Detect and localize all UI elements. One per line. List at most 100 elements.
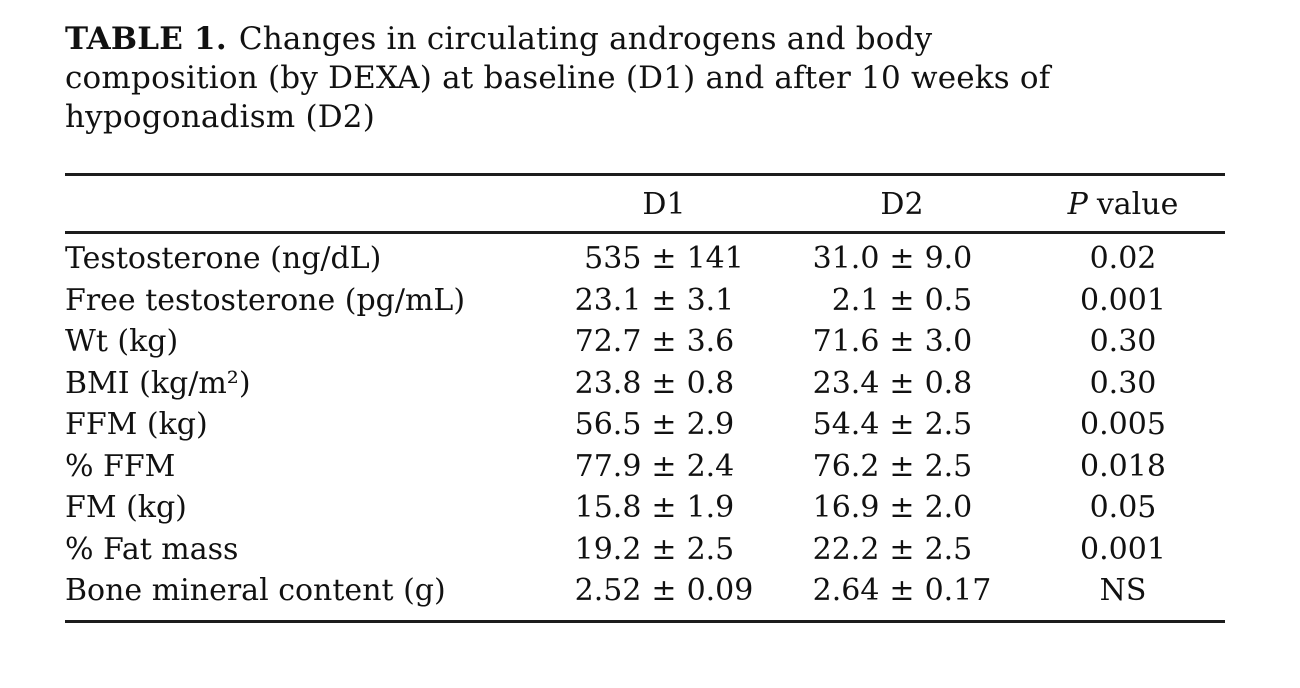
sd-value: 2.5 xyxy=(924,448,973,484)
mean-value: 22.2 xyxy=(812,531,880,567)
plus-minus-sign: ± xyxy=(889,324,915,360)
mean-value: 76.2 xyxy=(812,448,880,484)
caption-line-3: hypogonadism (D2) xyxy=(65,99,376,135)
mean-value: 2.52 xyxy=(574,573,642,609)
mean-value: 2.1 xyxy=(831,282,880,318)
mean-value: 23.1 xyxy=(574,282,642,318)
table-row: % FFM 77.9 ±2.4 76.2 ±2.5 0.018 xyxy=(65,446,1225,488)
row-label: Testosterone (ng/dL) xyxy=(65,241,382,277)
row-label: % FFM xyxy=(65,448,176,484)
table-caption: TABLE 1. Changes in circulating androgens… xyxy=(65,20,1230,137)
sd-value: 0.8 xyxy=(924,365,973,401)
sd-value: 3.0 xyxy=(924,324,973,360)
row-label: Bone mineral content (g) xyxy=(65,573,446,609)
sd-value: 2.5 xyxy=(686,531,735,567)
value-cell-d1: 23.1 ±3.1 xyxy=(545,283,783,318)
mean-value: 77.9 xyxy=(574,448,642,484)
value-cell-d2: 76.2 ±2.5 xyxy=(783,449,1021,484)
mean-value: 2.64 xyxy=(812,573,880,609)
p-value-cell: 0.001 xyxy=(1080,531,1166,567)
row-label: Wt (kg) xyxy=(65,324,179,360)
value-cell-d1: 2.52 ±0.09 xyxy=(545,573,783,608)
table-row: Testosterone (ng/dL) 535 ±141 31.0 ±9.0 0.02 xyxy=(65,238,1225,280)
plus-minus-sign: ± xyxy=(651,573,677,609)
plus-minus-sign: ± xyxy=(651,490,677,526)
table-number-label: TABLE 1. xyxy=(65,21,227,57)
table-row: BMI (kg/m²) 23.8 ±0.8 23.4 ±0.8 0.30 xyxy=(65,363,1225,405)
p-value-cell: 0.30 xyxy=(1089,324,1157,360)
plus-minus-sign: ± xyxy=(651,531,677,567)
value-cell-d2: 16.9 ±2.0 xyxy=(783,490,1021,525)
plus-minus-sign: ± xyxy=(889,448,915,484)
mean-value: 72.7 xyxy=(574,324,642,360)
mean-value: 31.0 xyxy=(812,241,880,277)
sd-value: 2.9 xyxy=(686,407,735,443)
sd-value: 0.8 xyxy=(686,365,735,401)
value-cell-d1: 23.8 ±0.8 xyxy=(545,366,783,401)
value-cell-d2: 2.64 ±0.17 xyxy=(783,573,1021,608)
table-row: % Fat mass 19.2 ±2.5 22.2 ±2.5 0.001 xyxy=(65,529,1225,571)
table-row: Free testosterone (pg/mL) 23.1 ±3.1 2.1 ±0.5… xyxy=(65,280,1225,322)
value-cell-d1: 19.2 ±2.5 xyxy=(545,532,783,567)
table-row: FM (kg) 15.8 ±1.9 16.9 ±2.0 0.05 xyxy=(65,487,1225,529)
p-value-cell: 0.018 xyxy=(1080,448,1166,484)
plus-minus-sign: ± xyxy=(651,365,677,401)
plus-minus-sign: ± xyxy=(889,365,915,401)
sd-value: 2.0 xyxy=(924,490,973,526)
value-cell-d2: 71.6 ±3.0 xyxy=(783,324,1021,359)
row-label: Free testosterone (pg/mL) xyxy=(65,282,466,318)
table-top-rule xyxy=(65,173,1225,176)
sd-value: 2.4 xyxy=(686,448,735,484)
p-value-cell: 0.30 xyxy=(1089,365,1157,401)
value-cell-d1: 535 ±141 xyxy=(545,241,783,276)
mean-value: 54.4 xyxy=(812,407,880,443)
mean-value: 23.8 xyxy=(574,365,642,401)
table-row: FFM (kg) 56.5 ±2.9 54.4 ±2.5 0.005 xyxy=(65,404,1225,446)
row-label: BMI (kg/m²) xyxy=(65,365,251,401)
sd-value: 141 xyxy=(686,241,744,277)
plus-minus-sign: ± xyxy=(651,407,677,443)
value-cell-d2: 2.1 ±0.5 xyxy=(783,283,1021,318)
p-value-cell: 0.02 xyxy=(1089,241,1157,277)
p-value-cell: 0.05 xyxy=(1089,490,1157,526)
plus-minus-sign: ± xyxy=(651,282,677,318)
value-cell-d2: 23.4 ±0.8 xyxy=(783,366,1021,401)
value-cell-d2: 54.4 ±2.5 xyxy=(783,407,1021,442)
table-row: Wt (kg) 72.7 ±3.6 71.6 ±3.0 0.30 xyxy=(65,321,1225,363)
value-cell-d1: 56.5 ±2.9 xyxy=(545,407,783,442)
sd-value: 3.1 xyxy=(686,282,735,318)
p-value-word: value xyxy=(1096,187,1179,222)
sd-value: 2.5 xyxy=(924,407,973,443)
plus-minus-sign: ± xyxy=(889,573,915,609)
plus-minus-sign: ± xyxy=(651,324,677,360)
plus-minus-sign: ± xyxy=(651,241,677,277)
sd-value: 0.17 xyxy=(924,573,992,609)
value-cell-d1: 77.9 ±2.4 xyxy=(545,449,783,484)
p-value-cell: NS xyxy=(1099,573,1147,609)
mean-value: 71.6 xyxy=(812,324,880,360)
row-label: % Fat mass xyxy=(65,531,239,567)
sd-value: 9.0 xyxy=(924,241,973,277)
table-body: Testosterone (ng/dL) 535 ±141 31.0 ±9.0 0.02 F… xyxy=(65,234,1225,620)
plus-minus-sign: ± xyxy=(889,241,915,277)
mean-value: 15.8 xyxy=(574,490,642,526)
value-cell-d1: 15.8 ±1.9 xyxy=(545,490,783,525)
value-cell-d1: 72.7 ±3.6 xyxy=(545,324,783,359)
mean-value: 23.4 xyxy=(812,365,880,401)
table-header-rule xyxy=(65,231,1225,234)
column-header-d2: D2 xyxy=(880,187,924,222)
mean-value: 19.2 xyxy=(574,531,642,567)
plus-minus-sign: ± xyxy=(889,531,915,567)
plus-minus-sign: ± xyxy=(651,448,677,484)
sd-value: 0.5 xyxy=(924,282,973,318)
p-value-cell: 0.005 xyxy=(1080,407,1166,443)
p-symbol: P xyxy=(1067,187,1088,222)
mean-value: 56.5 xyxy=(574,407,642,443)
caption-line-2: composition (by DEXA) at baseline (D1) a… xyxy=(65,60,1051,96)
sd-value: 2.5 xyxy=(924,531,973,567)
table-row: Bone mineral content (g) 2.52 ±0.09 2.64 ±0.… xyxy=(65,570,1225,612)
